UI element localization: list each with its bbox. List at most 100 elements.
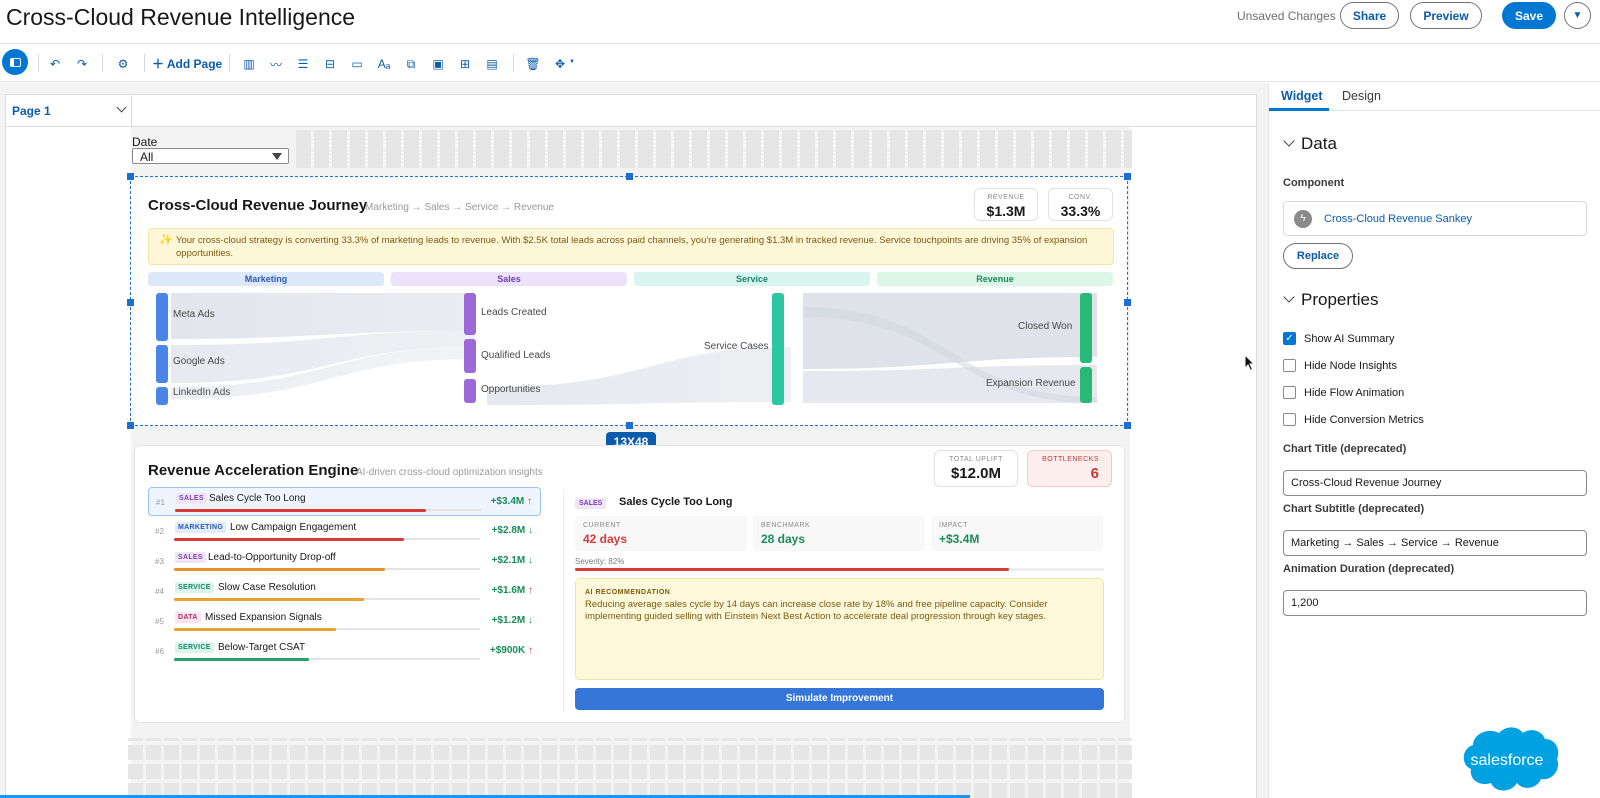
rank: #2	[155, 527, 164, 536]
node-meta-ads[interactable]	[156, 293, 168, 341]
category-tag: DATA	[175, 612, 201, 623]
data-section-header[interactable]: Data	[1283, 134, 1337, 154]
simulate-improvement-button[interactable]: Simulate Improvement	[575, 688, 1104, 710]
image-icon[interactable]: ▣	[432, 57, 444, 71]
line-chart-icon[interactable]: 〰	[269, 57, 282, 72]
bottleneck-row[interactable]: #1 SALES Sales Cycle Too Long +$3.4M ↑	[148, 487, 541, 516]
node-closed-won[interactable]	[1080, 293, 1092, 363]
bottleneck-row[interactable]: #5 DATA Missed Expansion Signals +$1.2M ↓	[148, 607, 541, 636]
preview-button[interactable]: Preview	[1410, 2, 1482, 29]
sankey-widget[interactable]: Cross-Cloud Revenue Journey Marketing → …	[127, 173, 1131, 429]
component-name[interactable]: Cross-Cloud Revenue Sankey	[1324, 213, 1472, 225]
add-page-button[interactable]: ＋ Add Page	[152, 55, 222, 72]
date-filter-select[interactable]: All	[132, 148, 289, 164]
undo-icon[interactable]: ↶	[49, 57, 61, 71]
metric-label: IMPACT	[939, 522, 968, 529]
bottleneck-row[interactable]: #4 SERVICE Slow Case Resolution +$1.6M ↑	[148, 577, 541, 606]
kpi-value: 6	[1090, 465, 1099, 482]
resize-handle[interactable]	[127, 299, 134, 306]
save-options-button[interactable]: ▼	[1564, 2, 1591, 29]
engine-subtitle: AI-driven cross-cloud optimization insig…	[356, 467, 543, 478]
severity-track	[174, 628, 480, 631]
show-ai-summary-checkbox[interactable]: ✓	[1283, 332, 1296, 345]
node-opportunities[interactable]	[464, 379, 476, 403]
toolbar-divider	[38, 54, 39, 72]
node-leads-created[interactable]	[464, 293, 476, 335]
bottleneck-row[interactable]: #6 SERVICE Below-Target CSAT +$900K ↑	[148, 637, 541, 666]
severity-fill	[174, 628, 337, 631]
severity-fill	[174, 568, 386, 571]
revenue-kpi: REVENUE $1.3M	[974, 188, 1038, 221]
add-page-label: Add Page	[166, 57, 223, 71]
bar-chart-icon[interactable]: ▥	[243, 57, 255, 71]
settings-gear-icon[interactable]: ⚙	[117, 57, 129, 71]
rank: #5	[155, 617, 164, 626]
properties-section-header[interactable]: Properties	[1283, 290, 1378, 310]
bottleneck-row[interactable]: #3 SALES Lead-to-Opportunity Drop-off +$2.1…	[148, 547, 541, 576]
redo-icon[interactable]: ↷	[76, 57, 88, 71]
bottleneck-title: Low Campaign Engagement	[230, 522, 357, 533]
metric-card-icon[interactable]: ▭	[351, 57, 363, 71]
table-icon[interactable]: ▤	[486, 57, 498, 71]
metric-benchmark: BENCHMARK 28 days	[753, 516, 925, 551]
node-expansion-revenue[interactable]	[1080, 367, 1092, 403]
chart-title-label: Chart Title (deprecated)	[1283, 443, 1407, 455]
node-service-cases[interactable]	[772, 293, 784, 405]
panel-toggle-button[interactable]	[2, 49, 28, 75]
value-text: +$1.6M	[491, 585, 526, 596]
resize-handle[interactable]	[626, 422, 633, 429]
category-tag: MARKETING	[175, 522, 227, 533]
tab-design[interactable]: Design	[1342, 89, 1381, 103]
bottleneck-value: +$2.1M ↓	[492, 555, 533, 566]
resize-handle[interactable]	[1124, 299, 1131, 306]
replace-button[interactable]: Replace	[1283, 243, 1353, 269]
hide-flow-animation-checkbox[interactable]	[1283, 386, 1296, 399]
value-text: +$2.1M	[491, 555, 526, 566]
severity-fill	[575, 568, 1009, 571]
tab-widget[interactable]: Widget	[1281, 89, 1323, 103]
resize-handle[interactable]	[626, 173, 633, 180]
toolbar-divider	[144, 54, 145, 72]
severity-label: Severity: 82%	[575, 557, 625, 566]
share-button[interactable]: Share	[1340, 2, 1399, 29]
hide-conversion-metrics-checkbox[interactable]	[1283, 413, 1296, 426]
date-filter-value: All	[140, 150, 154, 164]
total-uplift-kpi: TOTAL UPLIFT $12.0M	[934, 450, 1018, 487]
chart-title-input[interactable]: Cross-Cloud Revenue Journey	[1283, 470, 1587, 496]
node-label: LinkedIn Ads	[173, 387, 231, 398]
canvas-left-column	[5, 127, 131, 798]
resize-handle[interactable]	[127, 173, 134, 180]
link-icon[interactable]: ⧉	[406, 56, 416, 71]
bottleneck-row[interactable]: #2 MARKETING Low Campaign Engagement +$2.8M…	[148, 517, 541, 546]
text-icon[interactable]: Aₐ	[377, 57, 391, 71]
node-google-ads[interactable]	[156, 345, 168, 383]
toggle-icon[interactable]: ⊟	[324, 57, 336, 71]
severity-fill	[174, 538, 404, 541]
move-icon[interactable]: ✥	[554, 57, 566, 71]
checkbox-label: Hide Flow Animation	[1304, 387, 1405, 399]
filter-widget-icon[interactable]: ⊞	[459, 57, 471, 71]
list-icon[interactable]: ☰	[297, 57, 309, 71]
animation-duration-input[interactable]: 1,200	[1283, 590, 1587, 616]
rank: #3	[155, 557, 164, 566]
revenue-engine-widget[interactable]: Revenue Acceleration Engine AI-driven cr…	[134, 445, 1125, 723]
node-linkedin-ads[interactable]	[156, 387, 168, 405]
resize-handle[interactable]	[1124, 173, 1131, 180]
active-tab-indicator	[1269, 108, 1329, 111]
save-button[interactable]: Save	[1502, 2, 1556, 29]
chevron-down-icon[interactable]: ▼	[569, 59, 575, 65]
resize-handle[interactable]	[127, 422, 134, 429]
hide-node-insights-checkbox[interactable]	[1283, 359, 1296, 372]
caret-down-icon	[272, 153, 282, 160]
toolbar-divider	[102, 54, 103, 72]
stage-marketing: Marketing	[148, 272, 384, 286]
logo-text: salesforce	[1471, 752, 1544, 769]
component-box[interactable]: ϟ Cross-Cloud Revenue Sankey	[1283, 201, 1587, 236]
node-qualified-leads[interactable]	[464, 339, 476, 373]
chart-subtitle-input[interactable]: Marketing → Sales → Service → Revenue	[1283, 530, 1587, 556]
trash-icon[interactable]: 🗑	[525, 57, 541, 71]
resize-handle[interactable]	[1124, 422, 1131, 429]
sankey-flows	[171, 293, 1097, 405]
checkmark-icon: ✓	[1285, 333, 1294, 344]
page-selector[interactable]: Page 1	[6, 95, 132, 126]
